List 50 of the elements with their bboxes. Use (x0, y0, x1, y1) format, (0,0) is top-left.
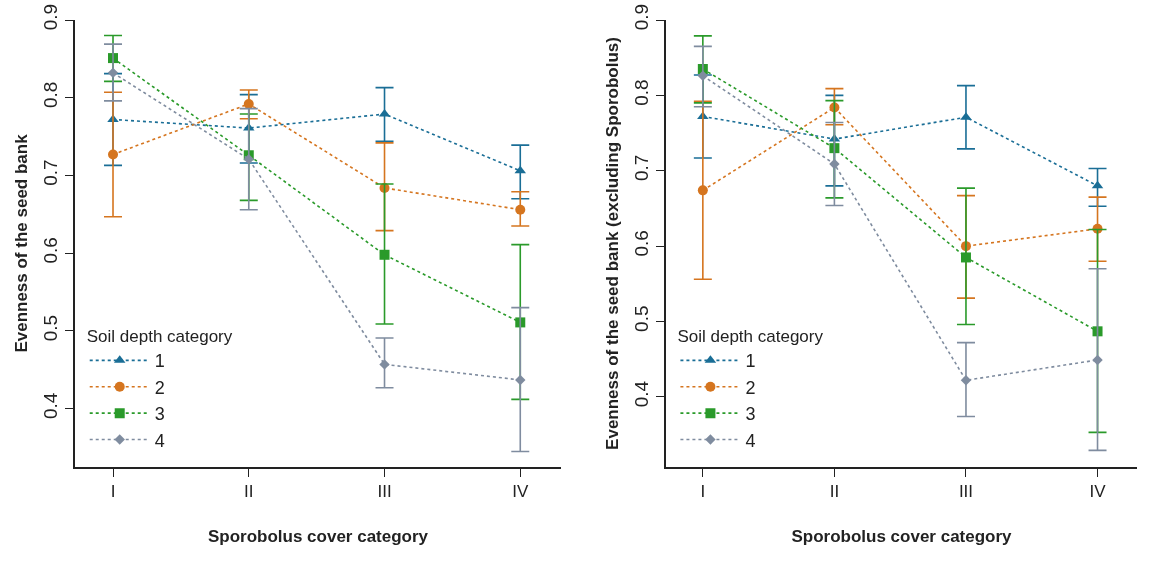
point (829, 143, 840, 154)
y-tick-label: 0.4 (631, 380, 653, 408)
x-tick-label: I (700, 482, 706, 502)
x-tick-label: II (244, 482, 254, 502)
y-tick-label: 0.6 (40, 237, 62, 264)
y-tick-label: 0.7 (40, 159, 62, 186)
point (829, 158, 840, 170)
point (107, 67, 119, 79)
point (108, 149, 119, 160)
x-tick-label: IV (1089, 482, 1107, 502)
x-tick-label: III (958, 482, 974, 502)
point (243, 153, 254, 165)
y-tick-label: 0.5 (40, 314, 62, 342)
point (697, 185, 708, 196)
x-tick-label: II (829, 482, 840, 502)
legend-label: 2 (154, 377, 165, 398)
y-tick-label: 0.7 (631, 154, 653, 182)
legend-label: 4 (745, 430, 756, 451)
x-axis-title: Sporobolus cover category (207, 527, 429, 547)
legend-label: 2 (745, 377, 756, 398)
y-tick-label: 0.4 (40, 392, 62, 420)
point (960, 252, 971, 263)
y-tick-label: 0.9 (40, 3, 62, 31)
y-tick-label: 0.6 (631, 230, 653, 257)
point (243, 98, 254, 109)
x-axis-title: Sporobolus cover category (791, 527, 1013, 547)
x-tick-label: I (110, 482, 116, 502)
legend-label: 3 (745, 404, 756, 425)
y-tick-label: 0.5 (631, 305, 653, 332)
legend-title: Soil depth category (86, 327, 233, 347)
y-axis-title: Evenness of the seed bank (12, 133, 32, 353)
x-tick-label: III (377, 482, 392, 502)
point (379, 249, 390, 260)
legend-label: 4 (154, 430, 165, 451)
x-tick-label: IV (512, 482, 529, 502)
point (379, 359, 390, 370)
point (697, 70, 709, 81)
y-tick-label: 0.9 (631, 3, 653, 31)
legend-label: 3 (154, 404, 165, 425)
legend-label: 1 (745, 351, 756, 372)
point (1092, 326, 1103, 337)
y-tick-label: 0.8 (631, 79, 653, 106)
legend-label: 1 (154, 351, 165, 372)
point (960, 375, 972, 386)
y-tick-label: 0.8 (40, 81, 62, 109)
point (515, 374, 526, 386)
point (1092, 354, 1103, 366)
y-axis-title: Evenness of the seed bank (excluding Sporobolus) (603, 37, 623, 450)
legend-title: Soil depth category (677, 327, 824, 347)
point (515, 204, 526, 215)
